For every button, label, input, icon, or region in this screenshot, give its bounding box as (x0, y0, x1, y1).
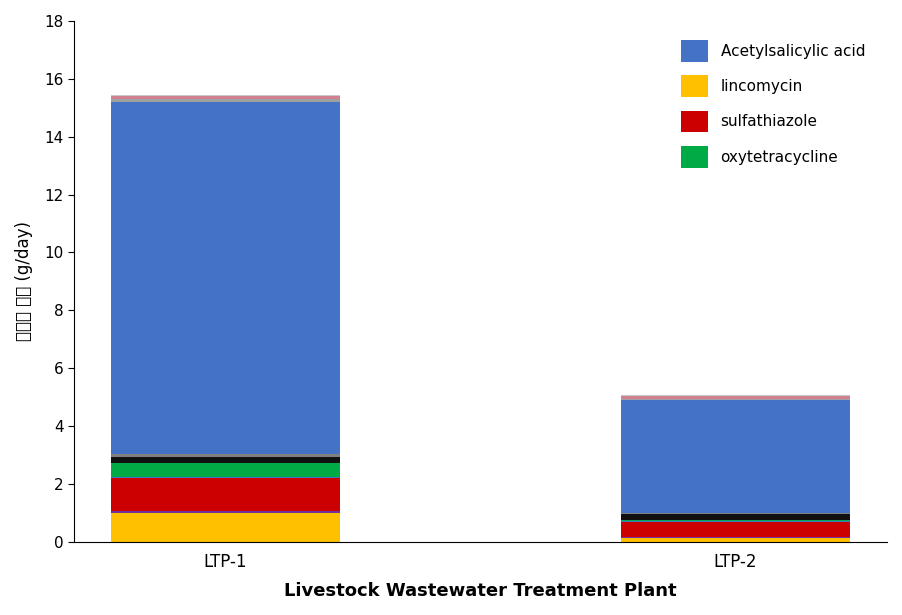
Bar (621, 400, 850, 513)
Bar (621, 520, 850, 522)
Bar (111, 477, 340, 478)
Bar (111, 454, 340, 457)
Legend: Acetylsalicylic acid, lincomycin, sulfathiazole, oxytetracycline: Acetylsalicylic acid, lincomycin, sulfat… (675, 34, 871, 174)
Bar (111, 95, 340, 96)
Bar (621, 538, 850, 542)
Bar (111, 457, 340, 462)
Bar (111, 478, 340, 512)
Bar (621, 396, 850, 399)
Bar (621, 513, 850, 514)
Bar (111, 102, 340, 454)
Bar (621, 399, 850, 400)
X-axis label: Livestock Wastewater Treatment Plant: Livestock Wastewater Treatment Plant (284, 582, 676, 600)
Bar (621, 522, 850, 537)
Bar (111, 512, 340, 513)
Bar (621, 537, 850, 538)
Bar (621, 514, 850, 520)
Bar (621, 395, 850, 396)
Bar (111, 513, 340, 542)
Bar (111, 100, 340, 102)
Bar (111, 96, 340, 100)
Y-axis label: 배었량 산정 (g/day): 배었량 산정 (g/day) (15, 221, 33, 341)
Bar (111, 462, 340, 477)
